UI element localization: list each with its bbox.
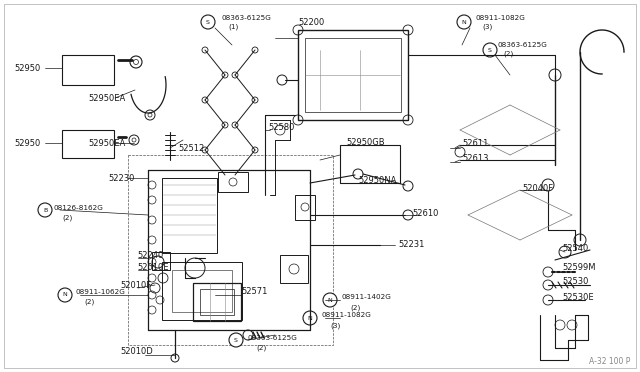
Text: 52950GB: 52950GB [346,138,385,147]
Text: 52580: 52580 [268,122,294,131]
Text: 52613: 52613 [462,154,488,163]
Text: 52540: 52540 [562,244,588,253]
Text: 52010E: 52010E [137,263,168,273]
Text: 52571: 52571 [241,288,268,296]
Text: 52040F: 52040F [522,183,553,192]
Text: N: N [461,19,467,25]
Bar [298,30,408,120]
Text: (2): (2) [256,345,266,351]
Text: 52611: 52611 [462,138,488,148]
Text: S: S [488,48,492,52]
Text: 52530E: 52530E [562,292,594,301]
Bar [218,172,248,192]
Text: 52200: 52200 [298,17,324,26]
Text: 08911-1082G: 08911-1082G [322,312,372,318]
Text: 52231: 52231 [398,240,424,248]
Bar [172,270,232,312]
Text: 52950: 52950 [14,64,40,73]
Circle shape [229,333,243,347]
Text: S: S [206,19,210,25]
Text: 52240: 52240 [137,251,163,260]
Text: 08126-8162G: 08126-8162G [54,205,104,211]
Bar [193,283,241,321]
Text: N: N [63,292,67,298]
Text: (3): (3) [482,24,492,30]
Text: B: B [43,208,47,212]
Bar [128,155,333,345]
Text: (2): (2) [503,51,513,57]
Text: 52950EA: 52950EA [88,138,125,148]
Bar [200,289,234,315]
Text: (3): (3) [330,323,340,329]
Text: 08911-1082G: 08911-1082G [476,15,526,21]
Bar [295,195,315,220]
Text: (1): (1) [228,24,238,30]
Text: 08911-1402G: 08911-1402G [342,294,392,300]
Bar [62,55,114,85]
Text: 52512: 52512 [178,144,204,153]
Text: (2): (2) [84,299,94,305]
Bar [280,255,308,283]
Bar [152,252,170,270]
Text: 52010D: 52010D [120,347,153,356]
Circle shape [201,15,215,29]
Bar [162,262,242,320]
Text: 52530: 52530 [562,278,588,286]
Bar [340,145,400,183]
Text: 52230: 52230 [108,173,134,183]
Text: 52950NA: 52950NA [358,176,396,185]
Text: N: N [308,315,312,321]
Text: S: S [234,337,238,343]
Text: 52950: 52950 [14,138,40,148]
Bar [162,178,217,253]
Text: (2): (2) [350,305,360,311]
Text: 52610: 52610 [412,208,438,218]
Bar [62,130,114,158]
Text: 08911-1062G: 08911-1062G [76,289,126,295]
Circle shape [457,15,471,29]
Circle shape [58,288,72,302]
Text: 08363-6125G: 08363-6125G [497,42,547,48]
Text: N: N [328,298,332,302]
Bar [305,38,401,112]
Text: (2): (2) [62,215,72,221]
Circle shape [483,43,497,57]
Text: A-32 100 P: A-32 100 P [589,357,630,366]
Text: 52599M: 52599M [562,263,595,273]
Circle shape [38,203,52,217]
Text: 52950EA: 52950EA [88,93,125,103]
Text: 08363-6125G: 08363-6125G [248,335,298,341]
Text: 08363-6125G: 08363-6125G [222,15,272,21]
Circle shape [303,311,317,325]
Text: 52010F: 52010F [120,280,151,289]
Circle shape [323,293,337,307]
